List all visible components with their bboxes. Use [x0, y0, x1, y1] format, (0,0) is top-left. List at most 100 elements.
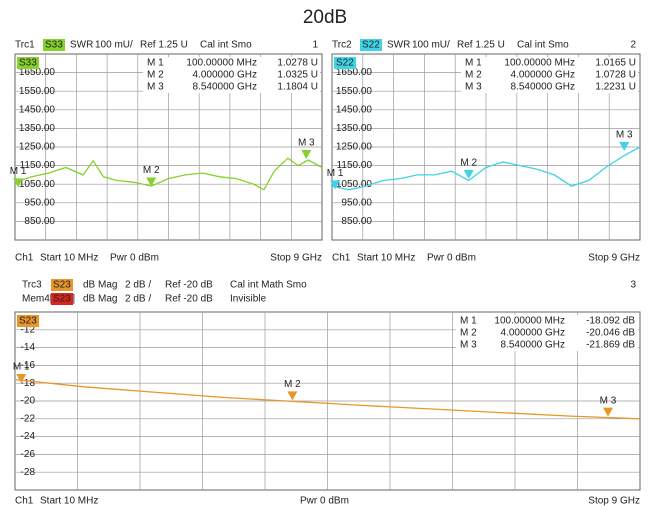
marker-label: M 1 [327, 168, 344, 179]
marker-row-bg [143, 57, 320, 69]
trace-name: Trc2 [332, 40, 352, 51]
marker-stimulus: 100.00000 MHz [186, 58, 257, 69]
status: Cal int Math Smo [230, 280, 307, 291]
marker-triangle [13, 178, 24, 188]
marker-label: M 3 [600, 395, 617, 406]
marker-table-label: M 2 [465, 70, 482, 81]
format: SWR [70, 40, 93, 51]
param-box [17, 57, 39, 69]
footer-channel: Ch1 [332, 253, 351, 264]
format: dB Mag [83, 280, 117, 291]
param-label: S23 [53, 280, 71, 291]
y-tick-label: -16 [21, 360, 36, 371]
y-tick-label: 850.00 [341, 216, 372, 227]
marker-table-label: M 3 [460, 340, 477, 351]
y-tick-label: -18 [21, 378, 36, 389]
param-label: S23 [19, 316, 37, 327]
param-label: S33 [19, 58, 37, 69]
y-tick-label: 850.00 [24, 216, 55, 227]
status: Invisible [230, 294, 267, 305]
y-tick-label: 1150.00 [337, 160, 373, 171]
marker-response: 1.0165 U [595, 58, 636, 69]
param-label: S33 [45, 40, 63, 51]
marker-row-bg [461, 69, 638, 81]
reference: Ref -20 dB [165, 280, 213, 291]
param-box [51, 293, 73, 305]
footer-stop: Stop 9 GHz [588, 496, 640, 507]
marker-response: 1.2231 U [595, 82, 636, 93]
marker-label: M 3 [298, 138, 315, 149]
marker-label: M 3 [616, 130, 633, 141]
scale: 2 dB / [125, 280, 151, 291]
y-tick-label: 1550.00 [19, 86, 56, 97]
marker-response: -20.046 dB [586, 328, 635, 339]
footer-channel: Ch1 [15, 253, 34, 264]
footer-power: Pwr 0 dBm [427, 253, 476, 264]
marker-table-label: M 3 [147, 82, 164, 93]
marker-table-label: M 1 [465, 58, 482, 69]
footer-start: Start 10 MHz [40, 253, 98, 264]
marker-response: 1.0278 U [277, 58, 318, 69]
marker-table-label: M 3 [465, 82, 482, 93]
marker-stimulus: 4.000000 GHz [193, 70, 258, 81]
status: Cal int Smo [200, 40, 252, 51]
marker-response: -18.092 dB [586, 316, 635, 327]
channel-number: 2 [630, 40, 636, 51]
marker-row-bg [143, 81, 320, 93]
param-box [43, 39, 65, 51]
marker-label: M 2 [284, 379, 301, 390]
y-tick-label: 1050.00 [336, 179, 373, 190]
y-tick-label: 950.00 [24, 197, 55, 208]
screen-title: 20dB [303, 7, 347, 28]
marker-table-label: M 1 [147, 58, 164, 69]
param-label: S23 [53, 294, 71, 305]
trace-name: Mem4[Trc3] [22, 294, 75, 305]
y-tick-label: 1450.00 [19, 104, 56, 115]
param-box [17, 315, 39, 327]
marker-stimulus: 8.540000 GHz [511, 82, 576, 93]
status: Cal int Smo [517, 40, 569, 51]
marker-response: -21.869 dB [586, 340, 635, 351]
format: dB Mag [83, 294, 117, 305]
scale: 100 mU/ [95, 40, 133, 51]
param-label: S22 [336, 58, 354, 69]
channel-number: 3 [630, 280, 636, 291]
y-tick-label: 1450.00 [336, 104, 373, 115]
trace-name: Trc3 [22, 280, 42, 291]
marker-row-bg [456, 339, 638, 351]
marker-row-bg [461, 81, 638, 93]
marker-response: 1.0728 U [595, 70, 636, 81]
marker-row-bg [143, 69, 320, 81]
marker-response: 1.1804 U [277, 82, 318, 93]
y-tick-label: 1150.00 [20, 160, 56, 171]
marker-row-bg [461, 57, 638, 69]
y-tick-label: -22 [21, 413, 36, 424]
trace-line [14, 157, 323, 191]
marker-label: M 2 [143, 165, 160, 176]
param-box [360, 39, 382, 51]
channel-number: 1 [312, 40, 318, 51]
marker-stimulus: 8.540000 GHz [193, 82, 258, 93]
param-box [334, 57, 356, 69]
reference: Ref 1.25 U [457, 40, 505, 51]
format: SWR [387, 40, 410, 51]
y-tick-label: 1650.00 [336, 67, 373, 78]
marker-table-label: M 1 [460, 316, 477, 327]
marker-row-bg [456, 327, 638, 339]
marker-label: M 2 [460, 158, 477, 169]
footer-stop: Stop 9 GHz [270, 253, 322, 264]
marker-stimulus: 100.00000 MHz [504, 58, 575, 69]
y-tick-label: -14 [21, 342, 36, 353]
marker-triangle [619, 142, 630, 152]
trace-line [14, 378, 641, 420]
footer-start: Start 10 MHz [40, 496, 98, 507]
trace-name: Trc1 [15, 40, 35, 51]
marker-triangle [301, 149, 312, 159]
marker-row-bg [456, 315, 638, 327]
y-tick-label: 1250.00 [336, 142, 373, 153]
y-tick-label: 1050.00 [19, 179, 56, 190]
footer-power: Pwr 0 dBm [300, 496, 349, 507]
y-tick-label: 1350.00 [19, 123, 56, 134]
marker-triangle [287, 391, 298, 401]
